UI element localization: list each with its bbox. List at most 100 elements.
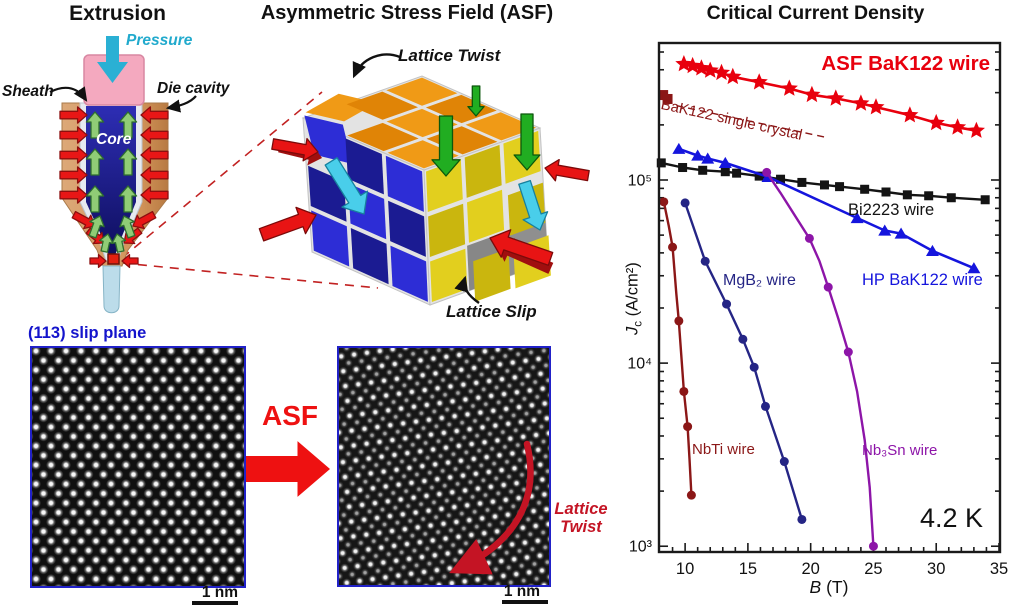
lattice-twist-label: Lattice Twist <box>398 46 501 65</box>
block-arrow-icon <box>140 146 169 164</box>
cube-tile <box>467 189 505 243</box>
block-arrow-icon <box>246 441 330 497</box>
extrusion-title: Extrusion <box>69 2 166 25</box>
jc-vs-b-chart: 10 15 20 25 30 35 10³ 10⁴ 10⁵ <box>627 41 1008 578</box>
series-label-nbti: NbTi wire <box>692 441 755 458</box>
asf-cube <box>301 75 551 306</box>
series-label-mgb2: MgB₂ wire <box>723 272 796 289</box>
cube-face-right <box>423 127 549 306</box>
cube-slip-gap <box>467 231 509 291</box>
core-label: Core <box>96 131 132 148</box>
cube-tile <box>386 108 458 138</box>
cube-tile <box>350 228 389 285</box>
lattice-slip-pointer-arrow <box>454 275 480 304</box>
tem-image-after-asf <box>337 346 551 587</box>
svg-text:30: 30 <box>927 560 945 578</box>
svg-text:10³: 10³ <box>629 539 653 556</box>
block-arrow-icon <box>118 185 138 213</box>
block-arrow-icon <box>431 115 461 177</box>
block-arrow-icon <box>489 229 554 266</box>
cube-tile <box>386 77 458 106</box>
plunger <box>83 54 145 106</box>
block-arrow-icon <box>59 126 88 144</box>
block-arrow-icon <box>85 227 105 245</box>
cube-tile <box>348 183 387 240</box>
extruded-wire-tube <box>102 265 121 314</box>
svg-text:20: 20 <box>801 560 819 578</box>
svg-text:10⁴: 10⁴ <box>627 356 652 373</box>
scalebar-left-label: 1 nm <box>201 584 238 601</box>
block-arrow-icon <box>118 148 138 176</box>
block-arrow-icon <box>140 166 169 184</box>
series-nb-sn-wire <box>762 167 878 551</box>
y-axis-label: Jc (A/cm²) <box>623 262 645 335</box>
cube-tile <box>390 245 428 302</box>
block-arrow-icon <box>98 233 114 253</box>
series-label-hp-bak122: HP BaK122 wire <box>862 271 983 289</box>
block-arrow-icon <box>140 106 169 124</box>
cube-tile <box>308 165 347 222</box>
tem-lattice-twist-line2: Twist <box>560 518 602 537</box>
axis-ticks <box>659 51 1000 552</box>
sheath-layer <box>79 102 143 262</box>
sheath-label: Sheath <box>2 83 54 100</box>
series-bak122-single-crystal <box>658 90 829 139</box>
svg-text:15: 15 <box>739 560 757 578</box>
slip-plane-label: (113) slip plane <box>28 324 147 342</box>
cube-face-left <box>302 117 431 306</box>
tick-labels: 10 15 20 25 30 35 10³ 10⁴ 10⁵ <box>627 173 1008 578</box>
cube-tile <box>347 122 419 152</box>
block-arrow-icon <box>324 157 369 215</box>
core-body <box>86 106 136 256</box>
block-arrow-icon <box>111 233 127 253</box>
lattice-twist-pointer-arrow <box>352 53 401 79</box>
lattice-slip-label: Lattice Slip <box>446 302 537 321</box>
block-arrow-icon <box>59 146 88 164</box>
asf-transform-label: ASF <box>262 400 318 431</box>
block-arrow-icon <box>140 186 169 204</box>
tem-lattice-twist-line1: Lattice <box>554 500 608 518</box>
cube-tile <box>430 248 468 302</box>
connector-line-top <box>121 91 323 259</box>
cube-tile <box>311 210 350 267</box>
series-asf-bak122-wire <box>675 55 985 138</box>
die-cavity-label: Die cavity <box>157 80 230 97</box>
extrusion-device <box>49 36 197 314</box>
cube-slip-gap <box>506 217 548 277</box>
series-hp-bak122-wire <box>672 142 981 274</box>
cube-tile <box>305 93 377 122</box>
twisted-cubie <box>304 93 377 164</box>
svg-text:10⁵: 10⁵ <box>628 173 652 190</box>
series-nbti-wire <box>659 197 696 500</box>
cube-tile <box>388 200 426 257</box>
cube-tile <box>385 155 424 212</box>
block-arrow-icon <box>513 113 541 171</box>
svg-text:10: 10 <box>676 560 694 578</box>
x-axis-label: B (T) <box>809 577 849 597</box>
cube-tile <box>345 138 384 195</box>
hot-spot-square <box>107 253 120 265</box>
block-arrow-icon <box>278 142 322 166</box>
pressure-label: Pressure <box>126 32 193 49</box>
cube-face-top <box>301 75 542 171</box>
cube-tile <box>503 130 541 184</box>
block-arrow-icon <box>59 166 88 184</box>
block-arrow-icon <box>119 215 136 239</box>
series-bi2223-wire <box>656 158 990 205</box>
cube-tile <box>425 94 497 124</box>
scalebar-left <box>192 601 238 605</box>
cube-tile <box>346 91 418 120</box>
block-arrow-icon <box>88 215 105 239</box>
sheath-pointer-arrow <box>49 86 88 102</box>
block-arrow-icon <box>59 106 88 124</box>
scalebar-right-label: 1 nm <box>503 583 540 600</box>
chart-title: Critical Current Density <box>706 2 925 24</box>
tem-lattice-twisted-pattern <box>339 348 549 585</box>
series-label-asf-bak122: ASF BaK122 wire <box>821 52 990 75</box>
block-arrow-icon <box>132 210 157 230</box>
asf-title: Asymmetric Stress Field (ASF) <box>260 2 554 24</box>
block-arrow-icon <box>258 206 317 242</box>
tem-image-before-asf <box>30 346 246 588</box>
pressure-arrow-icon <box>97 36 128 83</box>
block-arrow-icon <box>544 158 590 182</box>
